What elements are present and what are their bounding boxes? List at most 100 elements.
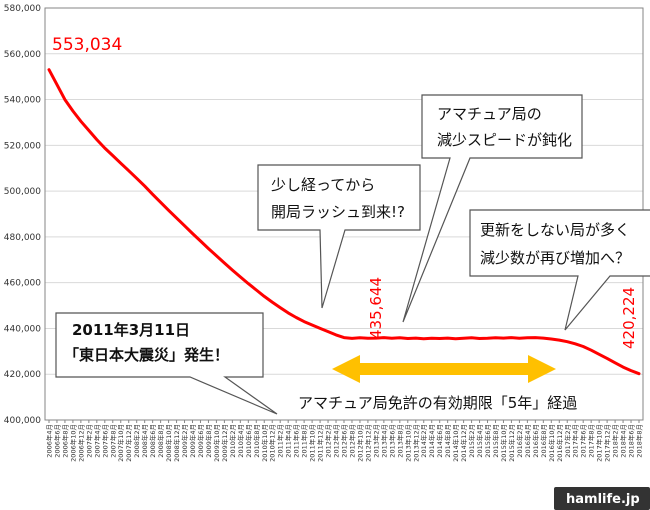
x-tick-label: 2011年6月: [292, 424, 301, 458]
x-tick-label: 2007年12月: [124, 424, 133, 462]
x-tick-label: 2013年8月: [395, 424, 404, 458]
y-tick-label: 440,000: [4, 324, 41, 334]
x-tick-label: 2007年10月: [116, 424, 125, 462]
x-tick-label: 2009年8月: [204, 424, 213, 458]
x-tick-label: 2007年4月: [92, 424, 101, 458]
x-tick-label: 2014年10月: [451, 424, 460, 462]
x-tick-label: 2015年6月: [483, 424, 492, 458]
x-tick-label: 2017年10月: [595, 424, 604, 462]
x-tick-label: 2014年12月: [459, 424, 468, 462]
x-tick-label: 2007年6月: [100, 424, 109, 458]
x-tick-label: 2007年8月: [108, 424, 117, 458]
x-tick-label: 2008年2月: [132, 424, 141, 458]
x-tick-label: 2008年12月: [172, 424, 181, 462]
x-tick-label: 2006年10月: [68, 424, 77, 462]
series-line: [47, 68, 641, 376]
x-tick-label: 2018年6月: [627, 424, 636, 458]
x-tick-label: 2008年6月: [148, 424, 157, 458]
x-tick-label: 2017年12月: [603, 424, 612, 462]
callout-quake-line2: 「東日本大震災」発生！: [64, 346, 229, 364]
x-tick-label: 2012年10月: [355, 424, 364, 462]
x-tick-label: 2015年12月: [507, 424, 516, 462]
x-tick-label: 2012年8月: [347, 424, 356, 458]
x-tick-label: 2009年2月: [180, 424, 189, 458]
callout-rush-bubble: [257, 164, 421, 309]
x-tick-label: 2013年6月: [387, 424, 396, 458]
callout-quake-line1: 2011年3月11日: [72, 321, 190, 339]
x-tick-label: 2015年2月: [467, 424, 476, 458]
x-tick-label: 2014年6月: [435, 424, 444, 458]
callout-slowdown-line1: アマチュア局の: [437, 105, 542, 123]
x-tick-label: 2015年4月: [475, 424, 484, 458]
callout-slowdown-bubble: [402, 94, 583, 323]
x-tick-label: 2011年8月: [300, 424, 309, 458]
x-tick-label: 2017年2月: [563, 424, 572, 458]
x-tick-label: 2018年4月: [619, 424, 628, 458]
x-tick-label: 2008年4月: [140, 424, 149, 458]
x-tick-label: 2014年4月: [427, 424, 436, 458]
x-tick-label: 2008年8月: [156, 424, 165, 458]
x-tick-label: 2014年2月: [419, 424, 428, 458]
x-tick-label: 2012年12月: [363, 424, 372, 462]
x-tick-label: 2016年8月: [539, 424, 548, 458]
five-year-span-label: アマチュア局免許の有効期限「5年」経過: [298, 394, 577, 412]
y-tick-label: 560,000: [4, 50, 41, 60]
x-tick-label: 2006年4月: [44, 424, 53, 458]
x-tick-label: 2013年4月: [379, 424, 388, 458]
x-tick-label: 2008年10月: [164, 424, 173, 462]
x-tick-label: 2016年10月: [547, 424, 556, 462]
watermark-text: hamlife.jp: [566, 492, 640, 507]
y-tick-label: 580,000: [4, 4, 41, 14]
x-tick-label: 2010年4月: [236, 424, 245, 458]
x-tick-label: 2010年8月: [252, 424, 261, 458]
x-tick-label: 2017年6月: [579, 424, 588, 458]
x-tick-label: 2006年8月: [60, 424, 69, 458]
x-tick-label: 2016年4月: [523, 424, 532, 458]
x-tick-label: 2013年12月: [411, 424, 420, 462]
x-tick-label: 2016年12月: [555, 424, 564, 462]
min-value-label: 435,644: [367, 277, 385, 339]
x-tick-label: 2009年10月: [212, 424, 221, 462]
x-tick-label: 2010年6月: [244, 424, 253, 458]
y-axis-ticks: 400,000 420,000 440,000 460,000 480,000 500,0…: [4, 4, 41, 426]
five-year-span-arrow: [332, 355, 556, 383]
x-tick-label: 2012年4月: [332, 424, 341, 458]
callout-rush-line1: 少し経ってから: [271, 176, 375, 194]
start-value-label: 553,034: [52, 35, 122, 55]
x-tick-label: 2016年2月: [515, 424, 524, 458]
y-tick-label: 400,000: [4, 416, 41, 426]
x-tick-label: 2006年12月: [76, 424, 85, 462]
callout-increase-line1: 更新をしない局が多く: [480, 221, 630, 239]
x-tick-label: 2016年6月: [531, 424, 540, 458]
callout-rush-line2: 開局ラッシュ到来!?: [271, 203, 405, 221]
x-tick-label: 2007年2月: [84, 424, 93, 458]
x-tick-label: 2014年8月: [443, 424, 452, 458]
x-tick-label: 2013年2月: [371, 424, 380, 458]
watermark-background: [554, 487, 650, 510]
x-tick-label: 2017年8月: [587, 424, 596, 458]
x-tick-label: 2012年2月: [324, 424, 333, 458]
x-tick-label: 2009年12月: [220, 424, 229, 462]
callout-increase-line2: 減少数が再び増加へ？: [480, 249, 630, 267]
y-tick-label: 420,000: [4, 370, 41, 380]
x-tick-label: 2012年6月: [340, 424, 349, 458]
x-tick-label: 2011年12月: [316, 424, 325, 462]
end-value-label: 420,224: [620, 287, 638, 349]
x-tick-label: 2006年6月: [52, 424, 61, 458]
x-tick-label: 2013年10月: [403, 424, 412, 462]
x-tick-label: 2010年10月: [260, 424, 269, 462]
x-axis-ticks: 2006年4月 2006年6月 2006年8月 2006年10月 2006年12月 200…: [44, 420, 644, 462]
x-tick-label: 2011年2月: [276, 424, 285, 458]
y-tick-label: 520,000: [4, 141, 41, 151]
x-tick-label: 2009年4月: [188, 424, 197, 458]
callout-increase-bubble: [469, 209, 650, 331]
y-tick-label: 540,000: [4, 96, 41, 106]
x-tick-label: 2017年4月: [571, 424, 580, 458]
callout-slowdown-line2: 減少スピードが鈍化: [437, 131, 572, 149]
x-tick-label: 2015年10月: [499, 424, 508, 462]
x-tick-label: 2018年2月: [611, 424, 620, 458]
x-tick-label: 2011年4月: [284, 424, 293, 458]
x-tick-label: 2011年10月: [308, 424, 317, 462]
y-tick-label: 500,000: [4, 187, 41, 197]
